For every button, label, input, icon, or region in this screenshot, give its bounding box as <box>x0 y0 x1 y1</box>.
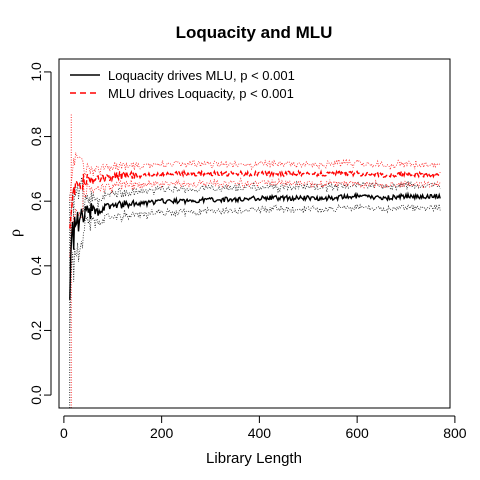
x-tick-label: 200 <box>150 425 174 441</box>
x-axis: 0 200 400 600 800 <box>60 415 467 441</box>
y-axis-label: ρ <box>7 229 24 237</box>
x-tick-label: 0 <box>60 425 68 441</box>
y-tick-label: 0.6 <box>28 191 44 211</box>
y-tick-label: 1.0 <box>28 62 44 82</box>
series-0-upper-band <box>69 177 441 269</box>
legend-entry-loquacity: Loquacity drives MLU, p < 0.001 <box>108 68 295 83</box>
y-tick-label: 0.8 <box>28 127 44 147</box>
y-tick-label: 0.4 <box>28 256 44 276</box>
x-tick-label: 400 <box>248 425 272 441</box>
series-0-line <box>69 191 441 300</box>
x-tick-label: 800 <box>443 425 467 441</box>
series-1-line <box>69 168 441 229</box>
y-axis: 0.0 0.2 0.4 0.6 0.8 1.0 <box>28 62 52 405</box>
confidence-bands <box>69 113 441 408</box>
series-lines <box>69 168 441 300</box>
legend: Loquacity drives MLU, p < 0.001 MLU driv… <box>70 68 295 101</box>
x-axis-label: Library Length <box>206 450 302 467</box>
y-tick-label: 0.0 <box>28 385 44 405</box>
series-1-upper-band <box>69 152 441 201</box>
chart-title: Loquacity and MLU <box>176 23 333 42</box>
legend-entry-mlu: MLU drives Loquacity, p < 0.001 <box>108 86 294 101</box>
plot-frame <box>58 58 451 409</box>
series-0-lower-band <box>69 202 441 333</box>
x-tick-label: 600 <box>345 425 369 441</box>
y-tick-label: 0.2 <box>28 321 44 341</box>
series-1-lower-band <box>69 177 441 257</box>
